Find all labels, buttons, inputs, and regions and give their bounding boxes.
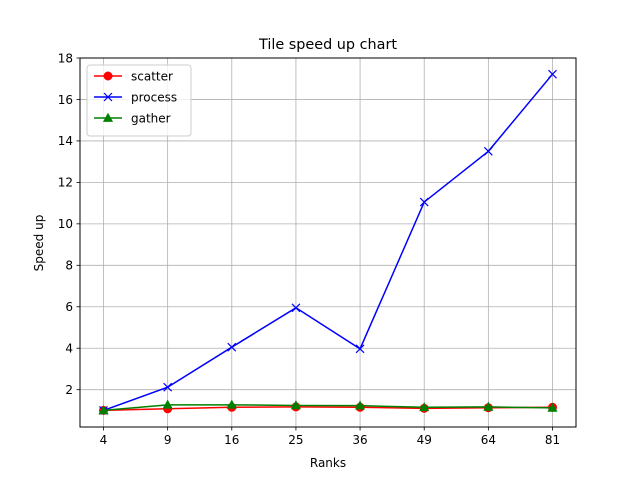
y-tick-label: 6: [65, 300, 73, 314]
x-tick-label: 16: [224, 433, 239, 447]
legend-marker-process: [103, 92, 113, 102]
x-axis-label: Ranks: [310, 456, 346, 470]
x-tick-label: 49: [417, 433, 432, 447]
data-point-gather: [162, 399, 173, 409]
x-tick-label: 4: [100, 433, 108, 447]
legend-marker-gather: [102, 112, 114, 122]
legend-item-process: process: [94, 90, 177, 104]
legend-label: scatter: [131, 69, 173, 83]
y-tick-label: 4: [65, 342, 73, 356]
data-point-process: [227, 342, 237, 352]
series-gather: [98, 399, 558, 415]
chart-title: Tile speed up chart: [258, 37, 397, 53]
x-tick-label: 25: [288, 433, 303, 447]
data-point-gather: [290, 400, 301, 410]
y-tick-label: 10: [58, 217, 73, 231]
x-tick-label: 9: [164, 433, 172, 447]
x-tick-label: 81: [545, 433, 560, 447]
data-point-process: [548, 69, 557, 79]
legend-label: process: [131, 90, 177, 104]
y-tick-label: 8: [65, 259, 73, 273]
data-point-gather: [98, 405, 109, 415]
data-point-process: [291, 303, 301, 313]
x-tick-label: 64: [481, 433, 496, 447]
data-point-process: [355, 344, 365, 354]
x-tick-label: 36: [352, 433, 367, 447]
data-point-gather: [355, 400, 366, 410]
legend: scatter process gather: [86, 64, 192, 137]
series-process: [99, 69, 557, 415]
data-point-process: [483, 146, 493, 156]
y-axis-label: Speed up: [32, 215, 46, 272]
series-layer: [98, 69, 558, 415]
y-tick-label: 16: [58, 93, 73, 107]
legend-item-scatter: scatter: [94, 69, 173, 83]
legend-marker-scatter: [103, 71, 113, 81]
plot-frame: [79, 57, 577, 428]
y-tick-label: 12: [58, 176, 73, 190]
legend-label: gather: [131, 111, 171, 125]
y-tick-label: 18: [58, 51, 73, 65]
y-tick-label: 2: [65, 383, 73, 397]
data-point-process: [163, 382, 173, 392]
legend-item-gather: gather: [94, 111, 171, 125]
series-line-gather: [103, 404, 553, 412]
data-point-gather: [419, 402, 430, 412]
data-point-gather: [226, 399, 237, 409]
series-line-scatter: [103, 406, 553, 412]
data-point-gather: [483, 401, 494, 411]
data-point-process: [419, 197, 429, 207]
data-point-gather: [547, 402, 558, 412]
series-line-process: [103, 73, 554, 412]
y-tick-label: 14: [58, 134, 73, 148]
